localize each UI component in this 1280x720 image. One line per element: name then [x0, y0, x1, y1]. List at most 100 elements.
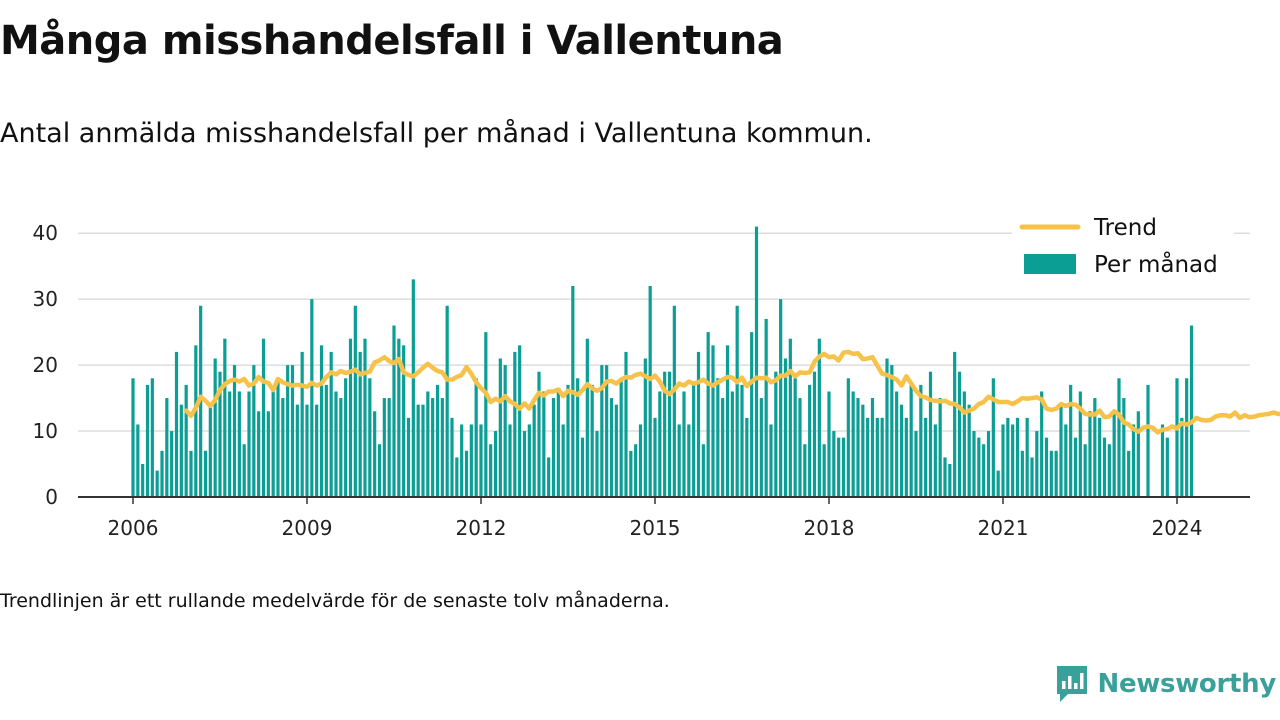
- bar: [817, 338, 821, 497]
- bar: [261, 338, 266, 497]
- bar: [537, 371, 541, 497]
- bar: [218, 371, 222, 497]
- bar: [822, 444, 826, 497]
- bar: [276, 378, 280, 497]
- bar: [469, 424, 473, 497]
- bar: [305, 404, 309, 497]
- brand[interactable]: Newsworthy: [1054, 664, 1276, 704]
- bar: [754, 226, 759, 497]
- bar: [648, 285, 652, 497]
- y-tick-label: 20: [33, 353, 58, 377]
- bar: [1069, 384, 1073, 497]
- bar: [174, 351, 179, 497]
- footnote: Trendlinjen är ett rullande medelvärde f…: [0, 590, 670, 612]
- bar: [1189, 325, 1194, 497]
- bar: [1102, 437, 1107, 497]
- legend-trend-label: Trend: [1093, 215, 1157, 241]
- bar: [1131, 424, 1136, 497]
- bar: [769, 424, 773, 497]
- bar: [1015, 417, 1020, 497]
- bar: [377, 444, 382, 497]
- bar: [170, 431, 174, 497]
- bar: [899, 404, 904, 497]
- legend-bar-label: Per månad: [1094, 250, 1218, 278]
- bar: [600, 365, 604, 497]
- bar: [861, 404, 865, 497]
- bar: [895, 391, 899, 497]
- bar: [924, 417, 928, 497]
- bar: [938, 398, 942, 497]
- bar: [580, 437, 585, 497]
- bar: [450, 417, 454, 497]
- bar: [1122, 398, 1126, 497]
- bar: [585, 338, 589, 497]
- bar: [1011, 424, 1015, 497]
- bar: [972, 431, 976, 497]
- bar: [532, 404, 536, 497]
- bar: [653, 417, 657, 497]
- chart-title: Många misshandelsfall i Vallentuna: [0, 18, 784, 64]
- bar: [315, 404, 319, 497]
- bar: [189, 450, 193, 497]
- bar: [566, 384, 570, 497]
- bar: [1136, 411, 1140, 497]
- bar: [914, 431, 918, 497]
- bar: [518, 345, 522, 497]
- bar: [788, 338, 792, 497]
- bar: [411, 279, 415, 497]
- bar: [996, 470, 1000, 497]
- bar: [339, 398, 343, 497]
- bar: [1185, 378, 1189, 497]
- bar: [551, 398, 556, 497]
- bar: [406, 417, 411, 497]
- bar: [745, 417, 749, 497]
- bar: [179, 404, 183, 497]
- bar: [1006, 417, 1010, 497]
- bar: [605, 365, 609, 497]
- bar: [1098, 417, 1102, 497]
- bar: [503, 365, 507, 497]
- bar: [779, 299, 783, 497]
- x-tick-label: 2018: [804, 516, 855, 540]
- bar: [953, 351, 957, 497]
- bar: [334, 391, 338, 497]
- bar: [382, 398, 386, 497]
- bar: [344, 378, 348, 497]
- bar: [547, 457, 551, 497]
- bar: [266, 411, 270, 497]
- bar: [803, 444, 807, 497]
- x-tick-label: 2009: [282, 516, 333, 540]
- bar: [716, 378, 720, 497]
- bar: [576, 378, 580, 497]
- bar: [426, 391, 430, 497]
- bar: [870, 398, 875, 497]
- bar: [692, 384, 696, 497]
- bar: [1146, 384, 1150, 497]
- bar: [793, 378, 797, 497]
- bar: [808, 384, 812, 497]
- bar: [1088, 411, 1092, 497]
- bar: [962, 391, 966, 497]
- bar: [590, 384, 594, 497]
- bar: [740, 384, 744, 497]
- bar: [290, 365, 295, 497]
- bar: [827, 391, 831, 497]
- chart-subtitle: Antal anmälda misshandelsfall per månad …: [0, 118, 873, 149]
- bar: [150, 378, 154, 497]
- bar: [1064, 424, 1068, 497]
- bar: [919, 384, 923, 497]
- bar: [319, 345, 324, 497]
- bar: [832, 431, 836, 497]
- bar: [479, 424, 483, 497]
- bar: [556, 391, 560, 497]
- bar: [522, 431, 527, 497]
- bar: [638, 424, 643, 497]
- bar: [701, 444, 705, 497]
- x-tick-label: 2006: [108, 516, 159, 540]
- axis-ticks: 0 10 20 30 40 2006 2009 2012 2015 2018 2021 2024: [33, 221, 1203, 540]
- bar: [1078, 391, 1082, 497]
- bar: [750, 332, 754, 497]
- bar: [774, 371, 778, 497]
- bar: [759, 398, 763, 497]
- bar: [373, 411, 377, 497]
